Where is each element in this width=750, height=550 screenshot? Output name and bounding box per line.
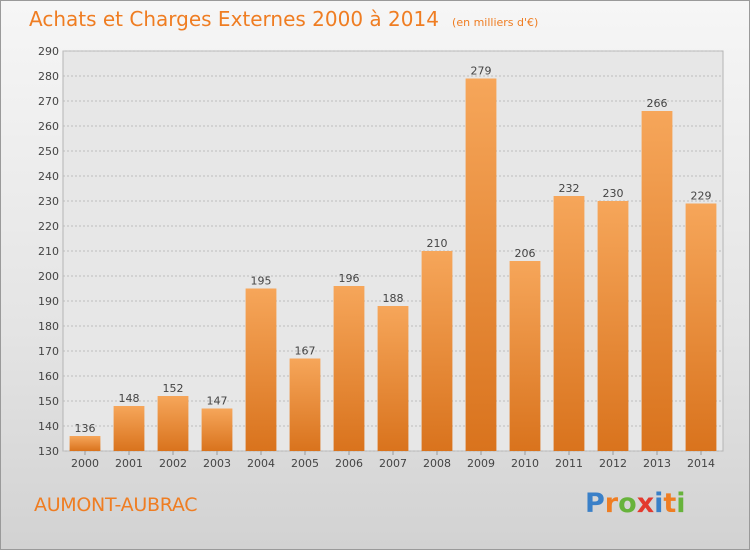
y-tick-label: 210: [38, 245, 59, 258]
bar-2003: [201, 408, 233, 451]
x-tick-label: 2007: [379, 457, 407, 470]
chart-subtitle: (en milliers d'€): [452, 16, 539, 29]
x-tick-label: 2005: [291, 457, 319, 470]
y-tick-label: 150: [38, 395, 59, 408]
bar-2011: [553, 196, 585, 451]
bar-2002: [157, 396, 189, 451]
logo-letter: i: [654, 488, 664, 519]
data-label: 195: [251, 275, 272, 288]
y-tick-label: 250: [38, 145, 59, 158]
y-tick-label: 290: [38, 45, 59, 58]
bar-2007: [377, 306, 409, 451]
y-tick-label: 280: [38, 70, 59, 83]
x-tick-label: 2001: [115, 457, 143, 470]
data-label: 136: [75, 422, 96, 435]
bar-2008: [421, 251, 453, 451]
chart-title: Achats et Charges Externes 2000 à 2014: [29, 7, 439, 31]
y-tick-label: 260: [38, 120, 59, 133]
logo-letter: P: [585, 488, 605, 519]
x-axis-labels: 2000 2001 2002 2003 2004 2005 2006 2007 2008 2009…: [71, 451, 715, 470]
data-label: 167: [295, 345, 316, 358]
title-row: Achats et Charges Externes 2000 à 2014 (…: [29, 7, 538, 31]
y-tick-label: 270: [38, 95, 59, 108]
x-tick-label: 2004: [247, 457, 275, 470]
data-label: 148: [119, 392, 140, 405]
y-tick-label: 140: [38, 420, 59, 433]
data-label: 279: [471, 65, 492, 78]
data-label: 230: [603, 187, 624, 200]
x-tick-label: 2010: [511, 457, 539, 470]
data-label: 196: [339, 272, 360, 285]
logo-letter: x: [636, 488, 655, 519]
bar-2006: [333, 286, 365, 451]
x-tick-label: 2006: [335, 457, 363, 470]
y-axis-labels: 130 140 150 160 170 180 190 200 210 220 230 240 250 2…: [38, 45, 59, 458]
proxiti-logo: Proxiti: [585, 488, 686, 519]
y-tick-label: 220: [38, 220, 59, 233]
x-tick-label: 2002: [159, 457, 187, 470]
x-tick-label: 2014: [687, 457, 715, 470]
data-label: 210: [427, 237, 448, 250]
bar-2004: [245, 288, 277, 451]
y-tick-label: 170: [38, 345, 59, 358]
data-label: 147: [207, 395, 228, 408]
x-tick-label: 2008: [423, 457, 451, 470]
y-tick-label: 240: [38, 170, 59, 183]
x-tick-label: 2003: [203, 457, 231, 470]
city-name: AUMONT-AUBRAC: [34, 494, 198, 516]
data-label: 206: [515, 247, 536, 260]
logo-letter: t: [663, 488, 677, 519]
data-label: 266: [647, 97, 668, 110]
data-label: 188: [383, 292, 404, 305]
bar-2005: [289, 358, 321, 451]
logo-letter: i: [676, 488, 686, 519]
y-tick-label: 160: [38, 370, 59, 383]
logo-letter: o: [618, 488, 637, 519]
data-label: 232: [559, 182, 580, 195]
x-tick-label: 2013: [643, 457, 671, 470]
bar-2000: [69, 436, 101, 451]
y-tick-label: 190: [38, 295, 59, 308]
bars: 136 148 152 147 195 167 196 188 210 279 206 232 230 2…: [69, 65, 717, 451]
x-tick-label: 2011: [555, 457, 583, 470]
y-tick-label: 200: [38, 270, 59, 283]
bar-2010: [509, 261, 541, 451]
x-tick-label: 2009: [467, 457, 495, 470]
data-label: 229: [691, 190, 712, 203]
data-label: 152: [163, 382, 184, 395]
y-tick-label: 130: [38, 445, 59, 458]
bar-2001: [113, 406, 145, 451]
x-tick-label: 2000: [71, 457, 99, 470]
bar-2012: [597, 201, 629, 451]
x-tick-label: 2012: [599, 457, 627, 470]
y-tick-label: 230: [38, 195, 59, 208]
bar-2009: [465, 78, 497, 451]
bar-2013: [641, 111, 673, 451]
bar-2014: [685, 203, 717, 451]
logo-letter: r: [604, 488, 619, 519]
y-tick-label: 180: [38, 320, 59, 333]
